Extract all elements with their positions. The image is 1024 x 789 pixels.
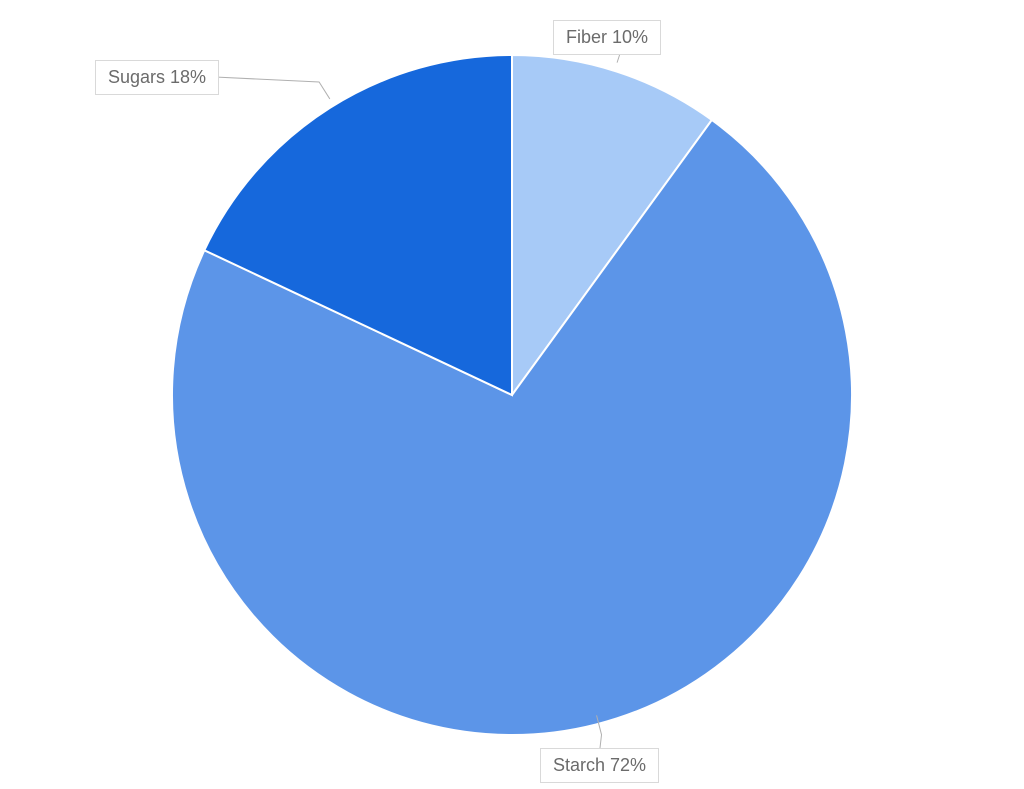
- slice-label-fiber: Fiber 10%: [553, 20, 661, 55]
- pie-chart-container: Fiber 10% Starch 72% Sugars 18%: [0, 0, 1024, 789]
- slice-label-starch: Starch 72%: [540, 748, 659, 783]
- slice-label-sugars: Sugars 18%: [95, 60, 219, 95]
- pie-chart: [167, 50, 857, 740]
